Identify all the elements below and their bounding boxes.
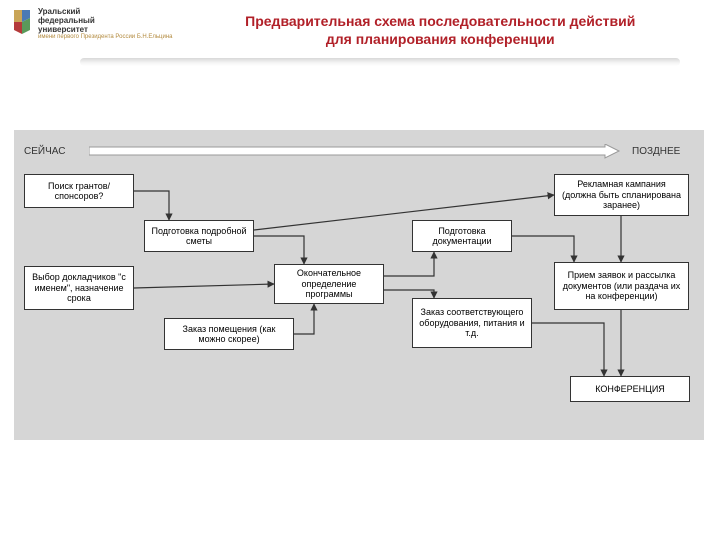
node-n6: Подготовка документации [412, 220, 512, 252]
edge-n7-n10 [532, 323, 604, 376]
node-n9: Прием заявок и рассылка документов (или … [554, 262, 689, 310]
edge-n2-n4 [254, 236, 304, 264]
logo-text: Уральский федеральный университет имени … [38, 8, 173, 41]
timeline-label-left: СЕЙЧАС [24, 146, 65, 157]
title-wrap: Предварительная схема последовательности… [173, 8, 709, 48]
node-n4: Окончательное определение программы [274, 264, 384, 304]
timeline-label-right: ПОЗДНЕЕ [632, 146, 680, 157]
diagram-canvas: СЕЙЧАС ПОЗДНЕЕ Поиск грантов/спонсоров? Под… [14, 130, 704, 440]
edge-n4-n7 [384, 290, 434, 298]
node-n7: Заказ соответствующего оборудования, пит… [412, 298, 532, 348]
edge-n6-n9 [512, 236, 574, 262]
header-underline [80, 58, 680, 66]
logo-mark [12, 8, 32, 36]
node-n5: Заказ помещения (как можно скорее) [164, 318, 294, 350]
edge-n3-n4 [134, 284, 274, 288]
timeline-arrow [89, 144, 639, 166]
edge-n1-n2 [134, 191, 169, 220]
header: Уральский федеральный университет имени … [0, 0, 720, 62]
node-n3: Выбор докладчиков "с именем", назначение… [24, 266, 134, 310]
page-title-l2: для планирования конференции [173, 30, 709, 48]
node-n2: Подготовка подробной сметы [144, 220, 254, 252]
node-n1: Поиск грантов/спонсоров? [24, 174, 134, 208]
logo-line3: университет [38, 26, 173, 35]
logo: Уральский федеральный университет имени … [12, 8, 173, 41]
node-n10: КОНФЕРЕНЦИЯ [570, 376, 690, 402]
edge-n4-n6 [384, 252, 434, 276]
page-title-l1: Предварительная схема последовательности… [173, 12, 709, 30]
node-n8: Рекламная кампания (должна быть спланиро… [554, 174, 689, 216]
logo-sub: имени первого Президента России Б.Н.Ельц… [38, 34, 173, 41]
edge-n5-n4 [294, 304, 314, 334]
